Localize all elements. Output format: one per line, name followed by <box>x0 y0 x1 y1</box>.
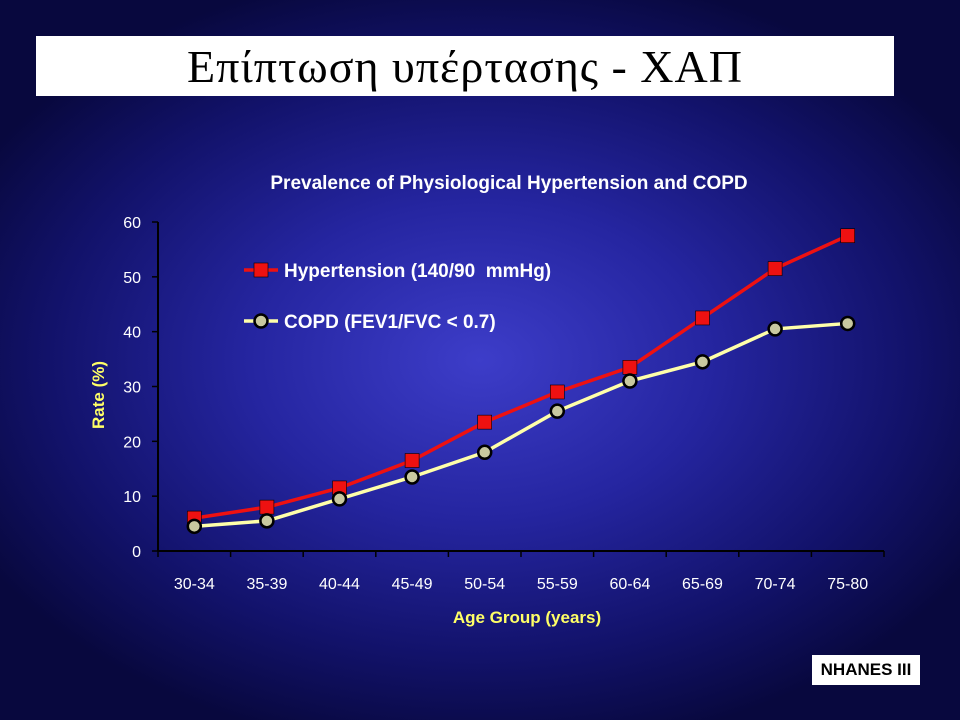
x-tick-label: 35-39 <box>246 576 287 593</box>
legend-label: COPD (FEV1/FVC < 0.7) <box>284 312 496 333</box>
x-tick-label: 60-64 <box>609 576 650 593</box>
x-tick-label: 40-44 <box>319 576 360 593</box>
data-point <box>767 261 783 276</box>
x-tick-label: 55-59 <box>537 576 578 593</box>
data-point <box>259 499 275 515</box>
y-axis-ticks: 0 10 20 30 40 50 60 <box>123 215 158 561</box>
data-point <box>839 315 856 332</box>
x-tick-label: 70-74 <box>755 576 796 593</box>
y-tick-label: 10 <box>123 489 141 506</box>
chart-title: Prevalence of Physiological Hypertension… <box>270 173 747 194</box>
y-axis-title: Rate (%) <box>89 361 108 429</box>
source-label: NHANES III <box>812 655 920 685</box>
data-point <box>331 491 348 507</box>
data-point <box>622 360 638 375</box>
x-tick-label: 30-34 <box>174 576 215 593</box>
data-point <box>477 414 493 430</box>
slide-title: Επίπτωση υπέρτασης - ΧΑΠ <box>36 36 894 96</box>
y-tick-label: 40 <box>123 325 141 342</box>
data-point <box>840 228 856 244</box>
y-tick-label: 20 <box>123 434 141 451</box>
legend-marker <box>253 313 269 329</box>
legend-marker <box>253 262 269 278</box>
series-1 <box>186 315 856 535</box>
x-tick-label: 65-69 <box>682 576 723 593</box>
legend-label: Hypertension (140/90 mmHg) <box>284 261 551 282</box>
data-point <box>694 354 711 370</box>
legend: Hypertension (140/90 mmHg) COPD (FEV1/FVC… <box>244 261 551 333</box>
data-point <box>186 518 203 535</box>
x-axis-ticks: 30-34 35-39 40-44 45-49 50-54 55-59 60-64 65-69… <box>157 551 885 593</box>
data-point <box>695 310 710 326</box>
data-point <box>404 469 420 485</box>
data-point <box>404 453 420 468</box>
series-layer <box>186 228 856 535</box>
y-tick-label: 30 <box>123 380 141 397</box>
series-line <box>194 234 849 520</box>
series-line <box>194 321 848 529</box>
y-tick-label: 50 <box>123 270 141 287</box>
data-point <box>549 384 565 400</box>
data-point <box>259 513 275 529</box>
data-point <box>476 444 493 461</box>
x-tick-label: 50-54 <box>464 576 505 593</box>
x-axis-title: Age Group (years) <box>453 608 601 627</box>
data-point <box>767 321 783 337</box>
y-tick-label: 0 <box>132 544 141 561</box>
data-point <box>622 373 638 389</box>
x-tick-label: 45-49 <box>392 576 433 593</box>
data-point <box>549 403 566 419</box>
y-tick-label: 60 <box>123 215 141 232</box>
x-tick-label: 75-80 <box>827 576 868 593</box>
